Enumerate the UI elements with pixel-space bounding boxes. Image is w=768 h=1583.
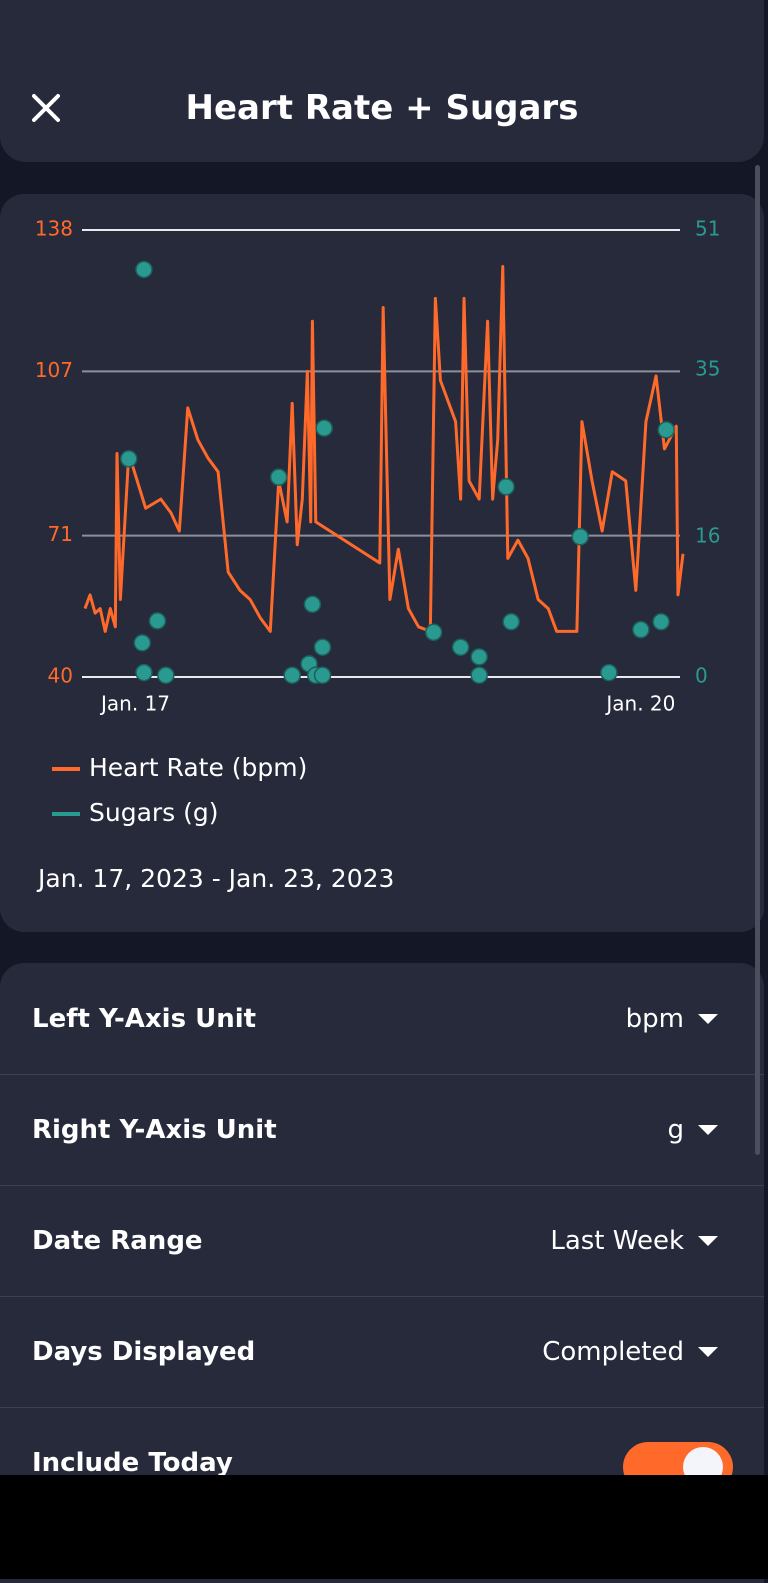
- sugar-point: [502, 613, 520, 631]
- setting-row[interactable]: Date Range Last Week: [0, 1185, 764, 1297]
- y2-tick-label: 16: [695, 523, 720, 547]
- y-tick-label: 71: [48, 522, 73, 546]
- setting-label: Left Y-Axis Unit: [32, 1003, 257, 1034]
- dropdown-caret: [698, 1013, 718, 1024]
- setting-value: Completed: [542, 1336, 684, 1367]
- nav-bar: [0, 1475, 768, 1579]
- date-range: Jan. 17, 2023 - Jan. 23, 2023: [36, 864, 394, 893]
- setting-label: Right Y-Axis Unit: [32, 1114, 277, 1145]
- setting-row[interactable]: Right Y-Axis Unit g: [0, 1074, 764, 1186]
- setting-value: Last Week: [550, 1225, 684, 1256]
- title: Heart Rate + Sugars: [185, 88, 579, 128]
- sugar-point: [657, 421, 675, 439]
- sugar-point: [451, 638, 470, 656]
- sugar-point: [148, 612, 167, 630]
- sugar-point: [470, 666, 488, 684]
- setting-row[interactable]: Days Displayed Completed: [0, 1296, 764, 1408]
- legend-label: Sugars (g): [89, 798, 219, 827]
- setting-label: Days Displayed: [32, 1336, 256, 1367]
- heart-rate-line: [83, 264, 685, 633]
- legend-label: Heart Rate (bpm): [89, 753, 307, 782]
- y2-tick-label: 0: [695, 664, 708, 688]
- sugar-point: [652, 613, 670, 631]
- sugar-point: [269, 468, 288, 486]
- sugar-point: [303, 595, 322, 614]
- sugar-point: [120, 450, 138, 468]
- dropdown-caret: [698, 1124, 718, 1135]
- setting-value: g: [667, 1114, 684, 1145]
- y-tick-label: 107: [35, 358, 73, 382]
- y-tick-label: 40: [48, 664, 73, 688]
- sugar-point: [313, 638, 332, 656]
- sugar-point: [470, 648, 488, 666]
- sugar-point: [424, 623, 443, 642]
- dropdown-caret: [698, 1235, 718, 1246]
- scrollbar: [755, 165, 760, 1155]
- sugar-point: [135, 663, 153, 682]
- sugar-point: [133, 634, 152, 652]
- x-tick-label: Jan. 17: [99, 692, 170, 716]
- setting-row[interactable]: Left Y-Axis Unit bpm: [0, 963, 764, 1075]
- chart: 40 71 107 138 0 16 35 51 Jan. 17 Jan. 20 Heart Rat…: [35, 217, 721, 894]
- header: Heart Rate + Sugars: [0, 0, 764, 162]
- setting-label: Date Range: [32, 1225, 203, 1256]
- sugar-point: [600, 663, 618, 682]
- y2-tick-label: 35: [695, 357, 720, 381]
- setting-label: Include Today: [32, 1447, 233, 1478]
- x-tick-label: Jan. 20: [604, 692, 675, 716]
- y2-tick-label: 51: [695, 217, 720, 241]
- setting-value: bpm: [625, 1003, 684, 1034]
- close-button[interactable]: [30, 92, 64, 126]
- sugar-point: [571, 528, 589, 546]
- sugar-point: [315, 419, 333, 437]
- sugar-point: [157, 666, 175, 684]
- sugar-point: [135, 260, 153, 279]
- dropdown-caret: [698, 1346, 718, 1357]
- y-tick-label: 138: [35, 217, 73, 241]
- sugar-point: [632, 620, 650, 639]
- sugar-point: [283, 666, 301, 684]
- sugar-point: [497, 478, 515, 496]
- sugar-point: [313, 666, 332, 684]
